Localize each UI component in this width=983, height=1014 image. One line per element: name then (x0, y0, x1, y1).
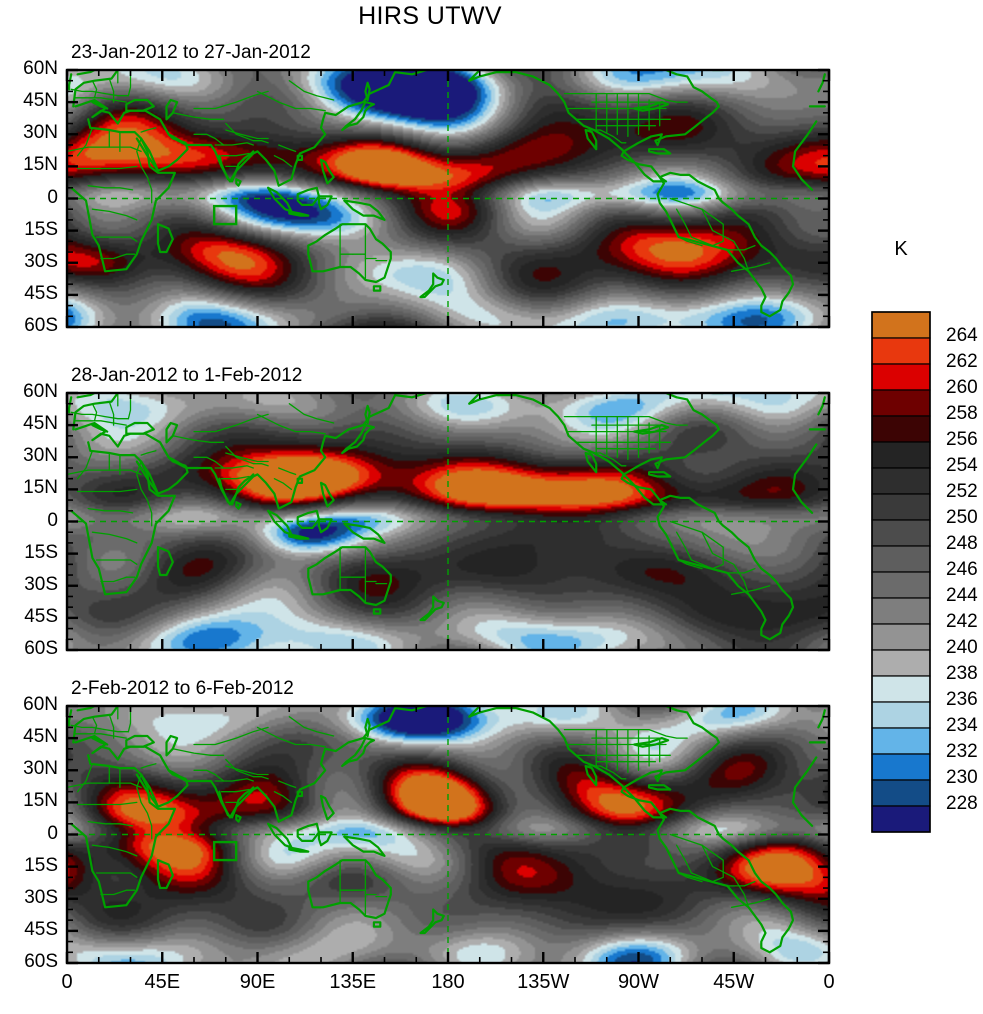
y-axis-label: 45N (23, 90, 58, 112)
y-axis-label: 60S (24, 315, 58, 336)
y-axis-label: 30N (23, 445, 58, 467)
y-axis-label: 45S (24, 918, 58, 940)
colorbar-tick-label: 258 (946, 403, 978, 424)
colorbar-tick-label: 240 (946, 637, 978, 658)
colorbar-tick-label: 260 (946, 377, 978, 398)
y-axis-label: 15N (23, 477, 58, 499)
x-axis-label: 45W (713, 971, 755, 993)
y-axis-label: 60N (23, 58, 58, 79)
y-axis-label: 15S (24, 541, 58, 563)
colorbar-tick-label: 254 (946, 455, 978, 476)
panel-title-2: 28-Jan-2012 to 1-Feb-2012 (71, 365, 303, 386)
colorbar-tick-label: 232 (946, 741, 978, 762)
y-axis-label: 30S (24, 573, 58, 595)
colorbar-tick-label: 252 (946, 481, 978, 502)
panel-2 (65, 391, 831, 652)
x-axis-label: 45E (144, 971, 181, 993)
x-axis-label: 0 (823, 971, 835, 993)
colorbar (871, 311, 931, 833)
y-axis-label: 15N (23, 154, 58, 176)
colorbar-unit-label: K (894, 238, 908, 260)
x-axis-label: 180 (431, 971, 465, 993)
x-axis-label: 135W (517, 971, 570, 993)
colorbar-tick-label: 264 (946, 325, 978, 346)
y-axis-label: 30S (24, 886, 58, 908)
panel-1 (65, 68, 831, 329)
y-axis-label: 0 (47, 822, 58, 844)
colorbar-tick-label: 262 (946, 351, 978, 372)
colorbar-tick-label: 228 (946, 793, 978, 814)
y-axis-label: 45S (24, 605, 58, 627)
y-axis-label: 60N (23, 694, 58, 715)
panel-3 (65, 704, 831, 965)
colorbar-tick-label: 242 (946, 611, 978, 632)
y-axis-label: 45N (23, 413, 58, 435)
colorbar-tick-label: 246 (946, 559, 978, 580)
colorbar-tick-label: 230 (946, 767, 978, 788)
colorbar-tick-label: 244 (946, 585, 978, 606)
y-axis-label: 60S (24, 638, 58, 659)
x-axis-label: 90W (617, 971, 660, 993)
y-axis-label: 30N (23, 758, 58, 780)
colorbar-tick-label: 250 (946, 507, 978, 528)
x-axis-label: 135E (329, 971, 377, 993)
y-axis-label: 15S (24, 854, 58, 876)
colorbar-tick-label: 238 (946, 663, 978, 684)
page-title: HIRS UTWV (358, 2, 502, 30)
colorbar-tick-label: 236 (946, 689, 978, 710)
x-axis-label: 90E (239, 971, 276, 993)
y-axis-label: 0 (47, 186, 58, 208)
y-axis-label: 45S (24, 282, 58, 304)
x-axis-label: 0 (61, 971, 73, 993)
colorbar-tick-label: 248 (946, 533, 978, 554)
y-axis-label: 30N (23, 122, 58, 144)
colorbar-tick-label: 234 (946, 715, 978, 736)
y-axis-label: 60S (24, 951, 58, 972)
panel-title-3: 2-Feb-2012 to 6-Feb-2012 (71, 678, 294, 699)
y-axis-label: 60N (23, 381, 58, 402)
y-axis-label: 15N (23, 790, 58, 812)
y-axis-label: 15S (24, 218, 58, 240)
y-axis-label: 45N (23, 726, 58, 748)
panel-title-1: 23-Jan-2012 to 27-Jan-2012 (71, 42, 311, 63)
y-axis-label: 0 (47, 509, 58, 531)
colorbar-tick-label: 256 (946, 429, 978, 450)
y-axis-label: 30S (24, 250, 58, 272)
